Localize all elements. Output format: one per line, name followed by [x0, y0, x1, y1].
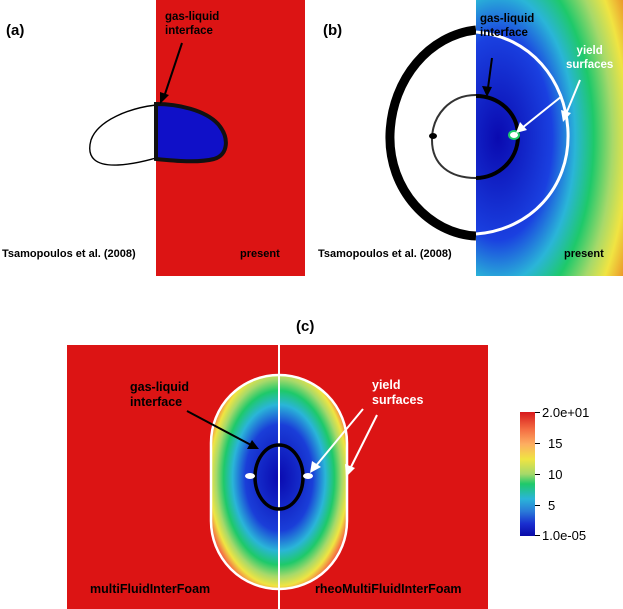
panel-c-arrow-yield-1: [314, 408, 364, 468]
panel-c-arrow-yield-2: [349, 414, 378, 470]
colorbar-tick-marks: [535, 412, 540, 536]
panel-b-annotation-interface-line2: interface: [480, 27, 528, 39]
panel-c-right-caption: rheoMultiFluidInterFoam: [315, 582, 462, 596]
panel-c-arrowhead-yield-1: [310, 461, 321, 473]
panel-a-literature-bubble: [89, 104, 157, 166]
panel-b-field: [476, 0, 623, 276]
panel-c-left-caption: multiFluidInterFoam: [90, 582, 211, 596]
panel-a-annotation-line1: gas-liquid: [165, 11, 220, 23]
panel-a-left-caption: Tsamopoulos et al. (2008): [2, 248, 136, 260]
panel-a-annotation-line2: interface: [165, 25, 213, 37]
panel-b-literature-inner-yield: [429, 133, 437, 139]
panel-a-figure: [89, 0, 305, 276]
panel-b-arrow-yield-2: [565, 79, 581, 115]
panel-b-inner-yield: [508, 130, 520, 140]
panel-b-arrow-interface: [487, 57, 493, 89]
panel-b-left-caption: Tsamopoulos et al. (2008): [318, 248, 452, 260]
panel-c-label: (c): [296, 318, 315, 335]
panel-c-annotation-interface-line1: gas-liquid: [130, 380, 190, 394]
panel-a-arrowhead: [160, 92, 169, 104]
panel-c-arrowhead-yield-2: [345, 464, 355, 477]
panel-b-annotation-yield: yield surfaces: [566, 44, 613, 72]
panel-c-interface: [253, 443, 305, 511]
panel-c-arrowhead-interface: [247, 440, 259, 449]
panel-b-annotation-interface: gas-liquid interface: [480, 12, 534, 40]
panel-b-literature-outer-yield: [385, 25, 477, 241]
colorbar-tick-10: 10: [548, 467, 563, 482]
panel-b-annotation-yield-line2: surfaces: [566, 59, 614, 71]
panel-b-outer-yield: [475, 30, 570, 236]
panel-c-annotation-yield-line2: surfaces: [372, 393, 424, 407]
panel-a-right-caption: present: [240, 248, 280, 260]
colorbar-tick-15: 15: [548, 436, 563, 451]
panel-c-annotation-interface: gas-liquid interface: [130, 380, 189, 410]
colorbar-max-label: 2.0e+01: [542, 405, 590, 420]
panel-b-arrowhead-interface: [482, 86, 492, 97]
panel-b-literature-interface: [430, 94, 477, 179]
panel-a-bubble: [154, 101, 228, 164]
panel-a-label: (a): [6, 22, 25, 39]
panel-b-arrow-yield-1: [521, 95, 563, 129]
panel-a-annotation: gas-liquid interface: [165, 10, 219, 38]
panel-c-arrow-interface: [186, 410, 252, 446]
panel-c-figure: [67, 345, 488, 609]
panel-c-annotation-interface-line2: interface: [130, 395, 183, 409]
panel-a-arrow: [163, 42, 183, 98]
panel-b-arrowhead-yield-2: [561, 110, 571, 122]
panel-b-arrowhead-yield-1: [516, 122, 527, 133]
panel-b-right-caption: present: [564, 248, 604, 260]
panel-b-annotation-interface-line1: gas-liquid: [480, 13, 535, 25]
panel-c-annotation-yield: yield surfaces: [372, 378, 423, 408]
colorbar: [520, 412, 535, 536]
panel-c-inner-yield-left: [245, 473, 255, 479]
panel-b-label: (b): [323, 22, 343, 39]
panel-c-inner-yield-right: [303, 473, 313, 479]
colorbar-tick-5: 5: [548, 498, 556, 513]
panel-b-figure: [385, 0, 623, 276]
colorbar-min-label: 1.0e-05: [542, 528, 587, 543]
panel-c-annotation-yield-line1: yield: [372, 378, 401, 392]
panel-b-annotation-yield-line1: yield: [576, 45, 603, 57]
